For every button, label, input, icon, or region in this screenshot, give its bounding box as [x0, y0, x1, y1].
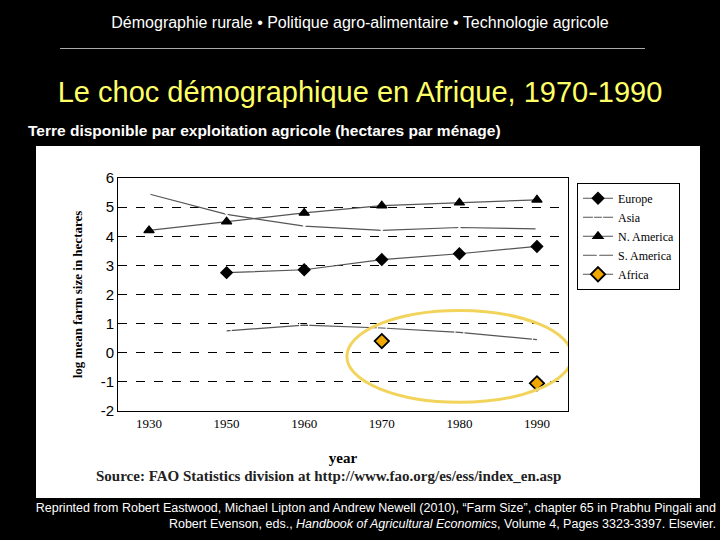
- svg-text:0: 0: [106, 344, 114, 361]
- svg-text:year: year: [329, 450, 358, 466]
- html-text:Démographie rurale • Politique: Démographie rurale • Politique agro-alim…: [111, 14, 609, 31]
- svg-text:4: 4: [106, 228, 114, 245]
- svg-text:log mean farm size in hectares: log mean farm size in hectares: [70, 211, 85, 379]
- svg-text:N. America: N. America: [618, 230, 674, 244]
- html-text:Le choc démographique en Afriq: Le choc démographique en Afrique, 1970-1…: [57, 76, 663, 108]
- svg-text:3: 3: [106, 257, 114, 274]
- svg-text:1990: 1990: [524, 416, 550, 431]
- svg-text:1930: 1930: [136, 416, 162, 431]
- svg-text:-2: -2: [101, 402, 114, 419]
- html-text:Terre disponible par exploitat: Terre disponible par exploitation agrico…: [28, 122, 501, 139]
- svg-text:1960: 1960: [291, 416, 317, 431]
- html-text:Source: FAO Statistics divisio: Source: FAO Statistics division at http:…: [96, 468, 562, 484]
- svg-text:Asia: Asia: [618, 211, 641, 225]
- svg-text:1980: 1980: [446, 416, 472, 431]
- svg-text:1950: 1950: [214, 416, 240, 431]
- svg-text:1: 1: [106, 315, 114, 332]
- svg-text:1970: 1970: [369, 416, 395, 431]
- svg-text:Europe: Europe: [618, 192, 653, 206]
- svg-text:6: 6: [106, 169, 114, 186]
- svg-text:S. America: S. America: [618, 249, 672, 263]
- svg-text:-1: -1: [101, 373, 114, 390]
- html-text:Reprinted from Robert Eastwood: Reprinted from Robert Eastwood, Michael …: [35, 501, 716, 531]
- svg-text:5: 5: [106, 198, 114, 215]
- svg-text:Africa: Africa: [618, 268, 649, 282]
- svg-text:2: 2: [106, 286, 114, 303]
